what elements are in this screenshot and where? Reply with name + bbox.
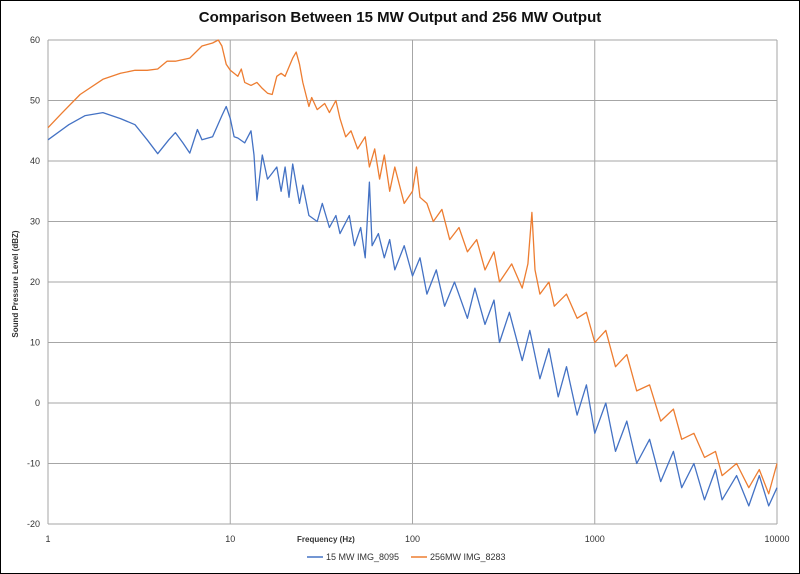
y-tick-label: -10 xyxy=(27,459,40,469)
series-line-15mw xyxy=(47,105,778,507)
y-tick-label: 30 xyxy=(30,217,40,227)
y-tick-label: 50 xyxy=(30,96,40,106)
x-tick-label: 100 xyxy=(405,534,420,544)
legend-label-256mw: 256MW IMG_8283 xyxy=(430,552,506,562)
y-tick-label: 60 xyxy=(30,35,40,45)
y-tick-label: 20 xyxy=(30,277,40,287)
y-axis-label: Sound Pressure Level (dBZ) xyxy=(11,230,20,337)
x-tick-label: 1 xyxy=(45,534,50,544)
x-tick-label: 10 xyxy=(225,534,235,544)
x-axis-label: Frequency (Hz) xyxy=(297,535,355,544)
x-tick-label: 10000 xyxy=(764,534,789,544)
y-tick-label: 0 xyxy=(35,398,40,408)
y-tick-label: 10 xyxy=(30,338,40,348)
chart-title: Comparison Between 15 MW Output and 256 … xyxy=(198,9,602,26)
x-tick-label: 1000 xyxy=(585,534,605,544)
legend: 15 MW IMG_8095 256MW IMG_8283 xyxy=(307,552,506,562)
series-line-256mw xyxy=(47,39,778,495)
legend-label-15mw: 15 MW IMG_8095 xyxy=(326,552,399,562)
y-tick-label: -20 xyxy=(27,519,40,529)
y-tick-label: 40 xyxy=(30,156,40,166)
